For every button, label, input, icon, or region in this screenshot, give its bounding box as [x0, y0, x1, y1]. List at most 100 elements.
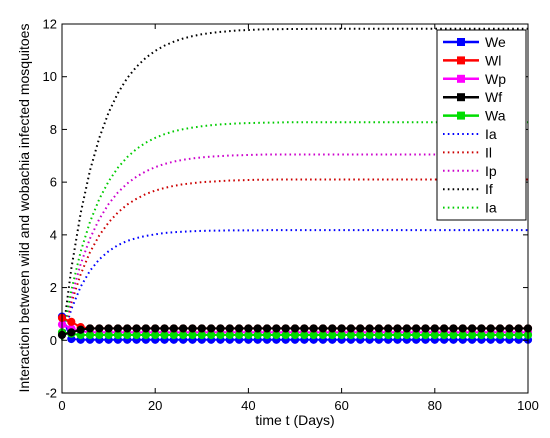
series-wf-3-marker	[449, 324, 458, 333]
series-wf-3-marker	[440, 324, 449, 333]
series-wf-3-marker	[300, 324, 309, 333]
legend-label: Wf	[485, 89, 502, 105]
series-wf-3-marker	[309, 324, 318, 333]
x-axis-label: time t (Days)	[255, 412, 334, 428]
x-tick-label: 80	[428, 398, 442, 413]
y-axis: -2 0 2 4 6 8 10 12	[43, 17, 528, 401]
legend-item: If	[443, 181, 493, 197]
series-wf-3-marker	[328, 324, 337, 333]
legend: We Wl Wp Wf Wa Ia Il Ip If Ia	[436, 29, 527, 221]
series-wf-3-marker	[151, 324, 160, 333]
series-wf-3-marker	[85, 324, 95, 333]
series-wf-3-marker	[458, 324, 467, 333]
series-ip-7-line	[61, 153, 528, 341]
series-wf-3-marker	[67, 328, 76, 337]
series-wf-3-marker	[141, 324, 150, 333]
y-tick-label: 4	[50, 227, 57, 242]
series-wl-1-marker	[67, 317, 76, 326]
series-wf-3-marker	[365, 324, 374, 333]
series-wf-3-marker	[169, 324, 178, 333]
series-wf-3-marker	[421, 324, 430, 333]
legend-item: We	[443, 34, 506, 50]
series-wf-3-marker	[477, 324, 486, 333]
legend-item: Wf	[443, 89, 502, 105]
y-tick-label: -2	[45, 386, 57, 401]
legend-label: Wl	[485, 52, 501, 68]
series-wf-3-marker	[505, 324, 514, 333]
series-if-8-line	[61, 27, 528, 341]
plot-frame	[61, 23, 529, 394]
legend-label: If	[485, 181, 493, 197]
series-layer	[57, 27, 533, 344]
series-wf-3-marker	[467, 324, 477, 333]
legend-item: Ia	[443, 200, 497, 216]
legend-label: Wa	[485, 108, 506, 124]
series-wf-3-marker	[430, 324, 439, 333]
legend-label: Il	[485, 144, 492, 160]
series-wf-3-marker	[337, 324, 346, 333]
legend-item: Ia	[443, 126, 497, 142]
y-tick-label: 2	[50, 280, 57, 295]
series-wf-3-marker	[281, 324, 290, 333]
legend-item: Ip	[443, 163, 497, 179]
series-wf-3-marker	[402, 324, 411, 333]
series-wf-3-marker	[253, 324, 262, 333]
x-tick-label: 20	[148, 398, 162, 413]
series-wf-3-marker	[160, 324, 169, 333]
legend-item: Wa	[443, 108, 506, 124]
legend-label: Ip	[485, 163, 497, 179]
series-wf-3-marker	[179, 324, 188, 333]
series-wf-3-marker	[272, 324, 281, 333]
y-tick-label: 8	[50, 122, 57, 137]
series-wf-3-marker	[197, 324, 206, 333]
series-wf-3-marker	[132, 324, 141, 333]
series-wf-3-marker	[225, 324, 234, 333]
x-tick-label: 40	[241, 398, 255, 413]
series-wf-3-marker	[113, 324, 123, 333]
y-tick-label: 12	[43, 17, 57, 32]
series-wf-3-marker	[207, 324, 216, 333]
legend-label: We	[485, 34, 506, 50]
y-axis-label: Interaction between wild and wobachia in…	[16, 24, 32, 393]
y-tick-label: 10	[43, 69, 57, 84]
legend-item: Wp	[443, 71, 506, 87]
series-wf-3-marker	[244, 324, 253, 333]
legend-marker	[457, 74, 465, 83]
legend-item: Il	[443, 144, 492, 160]
series-wf-3-marker	[76, 325, 85, 334]
legend-marker	[457, 93, 465, 102]
series-wf-3-marker	[262, 324, 272, 333]
series-wf-3-marker	[356, 324, 365, 333]
series-ia-5-line	[61, 229, 528, 341]
legend-label: Ia	[485, 200, 497, 216]
legend-marker	[457, 56, 465, 65]
x-tick-label: 100	[517, 398, 539, 413]
series-wf-3-marker	[514, 324, 523, 333]
series-wf-3-marker	[216, 324, 225, 333]
series-wf-3-marker	[374, 324, 383, 333]
series-wf-3-marker	[234, 324, 244, 333]
legend-box	[436, 29, 527, 221]
series-wf-3-marker	[412, 324, 421, 333]
series-wf-3-marker	[393, 324, 402, 333]
series-wf-3-marker	[188, 324, 197, 333]
y-tick-label: 6	[50, 175, 57, 190]
legend-item: Wl	[443, 52, 501, 68]
series-wf-3-marker	[495, 324, 505, 333]
legend-label: Wp	[485, 71, 506, 87]
y-tick-label: 0	[50, 333, 57, 348]
series-wf-3-marker	[95, 324, 104, 333]
series-wf-3-marker	[486, 324, 495, 333]
series-wf-3-marker	[290, 324, 300, 333]
series-wf-3-marker	[384, 324, 393, 333]
x-tick-label: 60	[334, 398, 348, 413]
series-wf-3-marker	[104, 324, 113, 333]
legend-marker	[457, 38, 465, 46]
legend-label: Ia	[485, 126, 497, 142]
x-tick-label: 0	[58, 398, 65, 413]
series-wf-3-marker	[318, 324, 328, 333]
series-wf-3-marker	[346, 324, 356, 333]
legend-marker	[457, 111, 465, 120]
series-wf-3-marker	[123, 324, 132, 333]
